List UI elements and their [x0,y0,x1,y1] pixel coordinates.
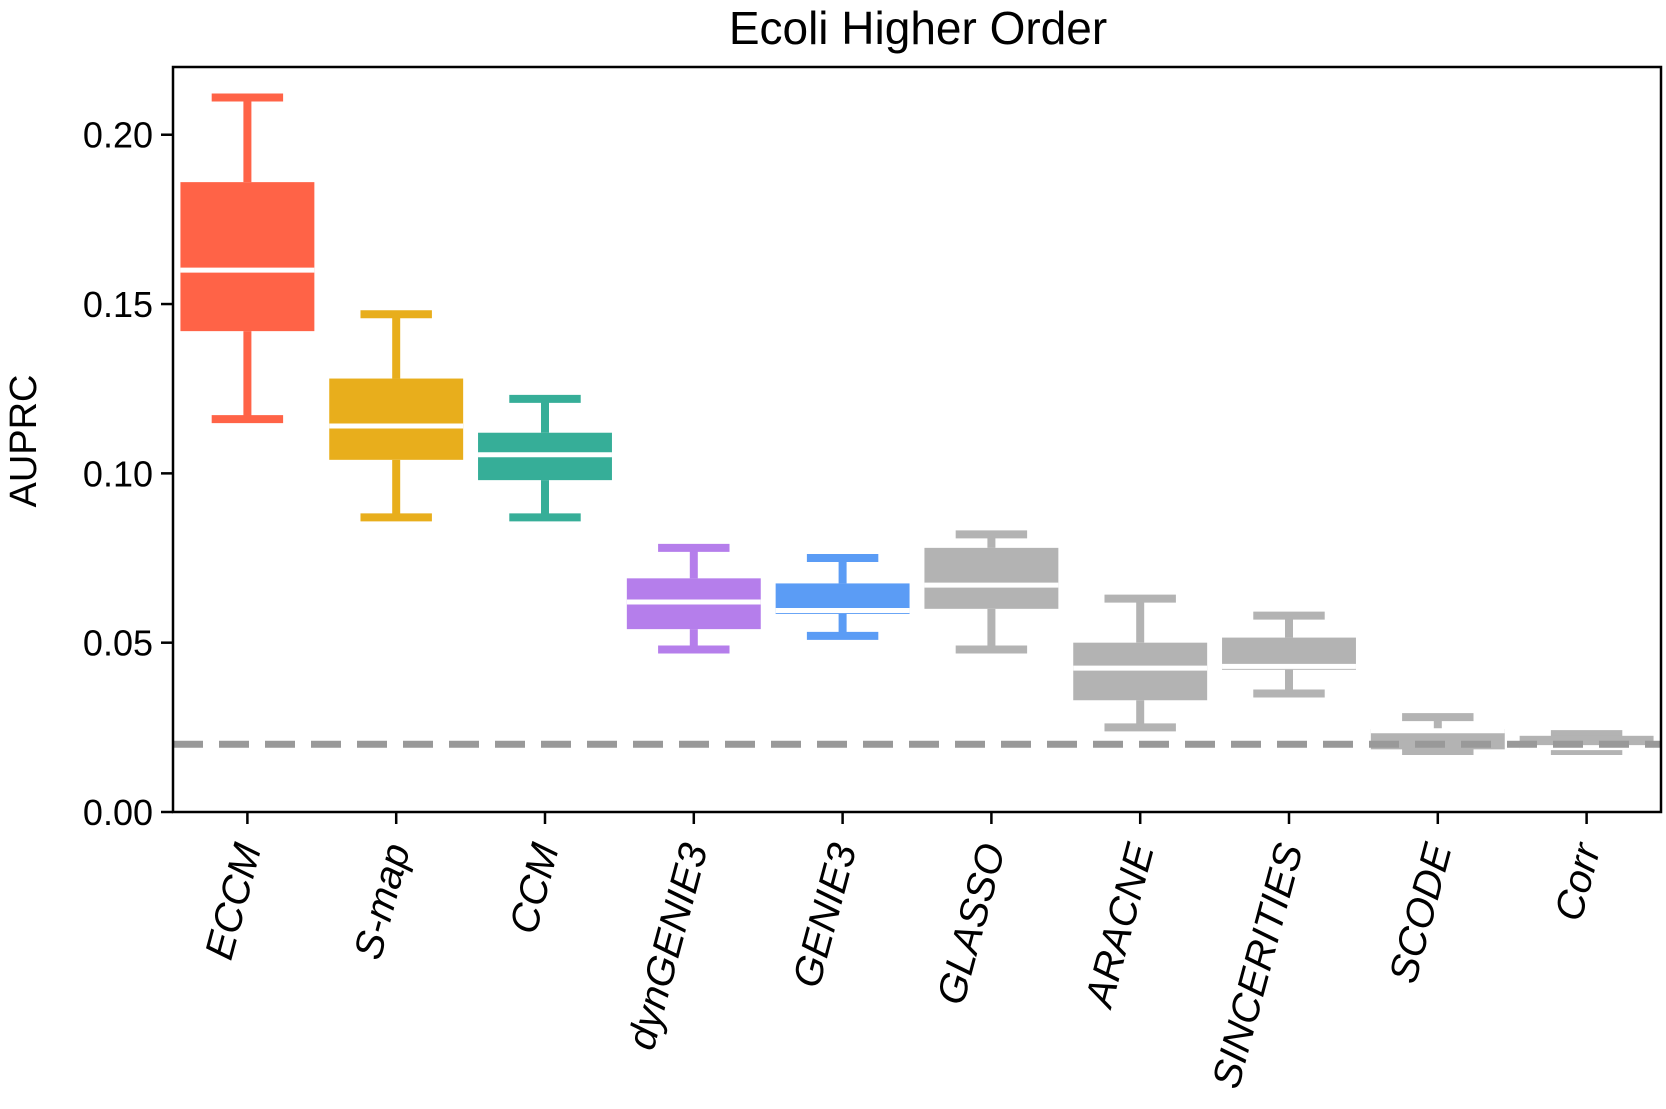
box-group-corr [1519,730,1654,756]
chart-title: Ecoli Higher Order [729,2,1107,54]
x-tick-label: SINCERITIES [1204,839,1312,1093]
plot-frame [171,65,1663,814]
x-tick-label: ECCM [197,838,270,964]
box-group-sincerities [1222,611,1356,698]
y-axis-label: AUPRC [3,374,45,507]
box-group-aracne [1073,594,1208,732]
box-group-genie3 [775,554,910,640]
y-tick-label: 0.15 [83,284,153,325]
box-body [1073,642,1208,701]
box-group-dyngenie3 [626,543,761,654]
x-tick-label: GLASSO [929,839,1014,1009]
box-group-s-map [329,310,464,522]
y-tick-label: 0.20 [83,115,153,156]
box-group-glasso [924,530,1059,654]
x-tick-label: CCM [502,838,568,938]
x-tick-label: GENIE3 [785,839,865,992]
x-tick-label: ARACNE [1077,838,1164,1014]
boxes-layer [180,93,1654,756]
y-tick-label: 0.10 [83,453,153,494]
y-tick-label: 0.00 [83,792,153,833]
x-tick-label: dynGENIE3 [619,839,716,1054]
x-tick-label: SCODE [1381,838,1461,988]
axes-layer: 0.00 0.05 0.10 0.15 0.20 ECCM S-map CCM dynGENIE… [83,65,1663,1093]
x-tick-label: S-map [346,839,419,964]
box-group-ccm [478,394,612,522]
x-tick-label: Corr [1547,837,1610,925]
box-body [329,378,464,460]
box-body [924,547,1059,609]
y-tick-label: 0.05 [83,623,153,664]
box-group-eccm [180,93,315,424]
box-body [180,182,315,332]
